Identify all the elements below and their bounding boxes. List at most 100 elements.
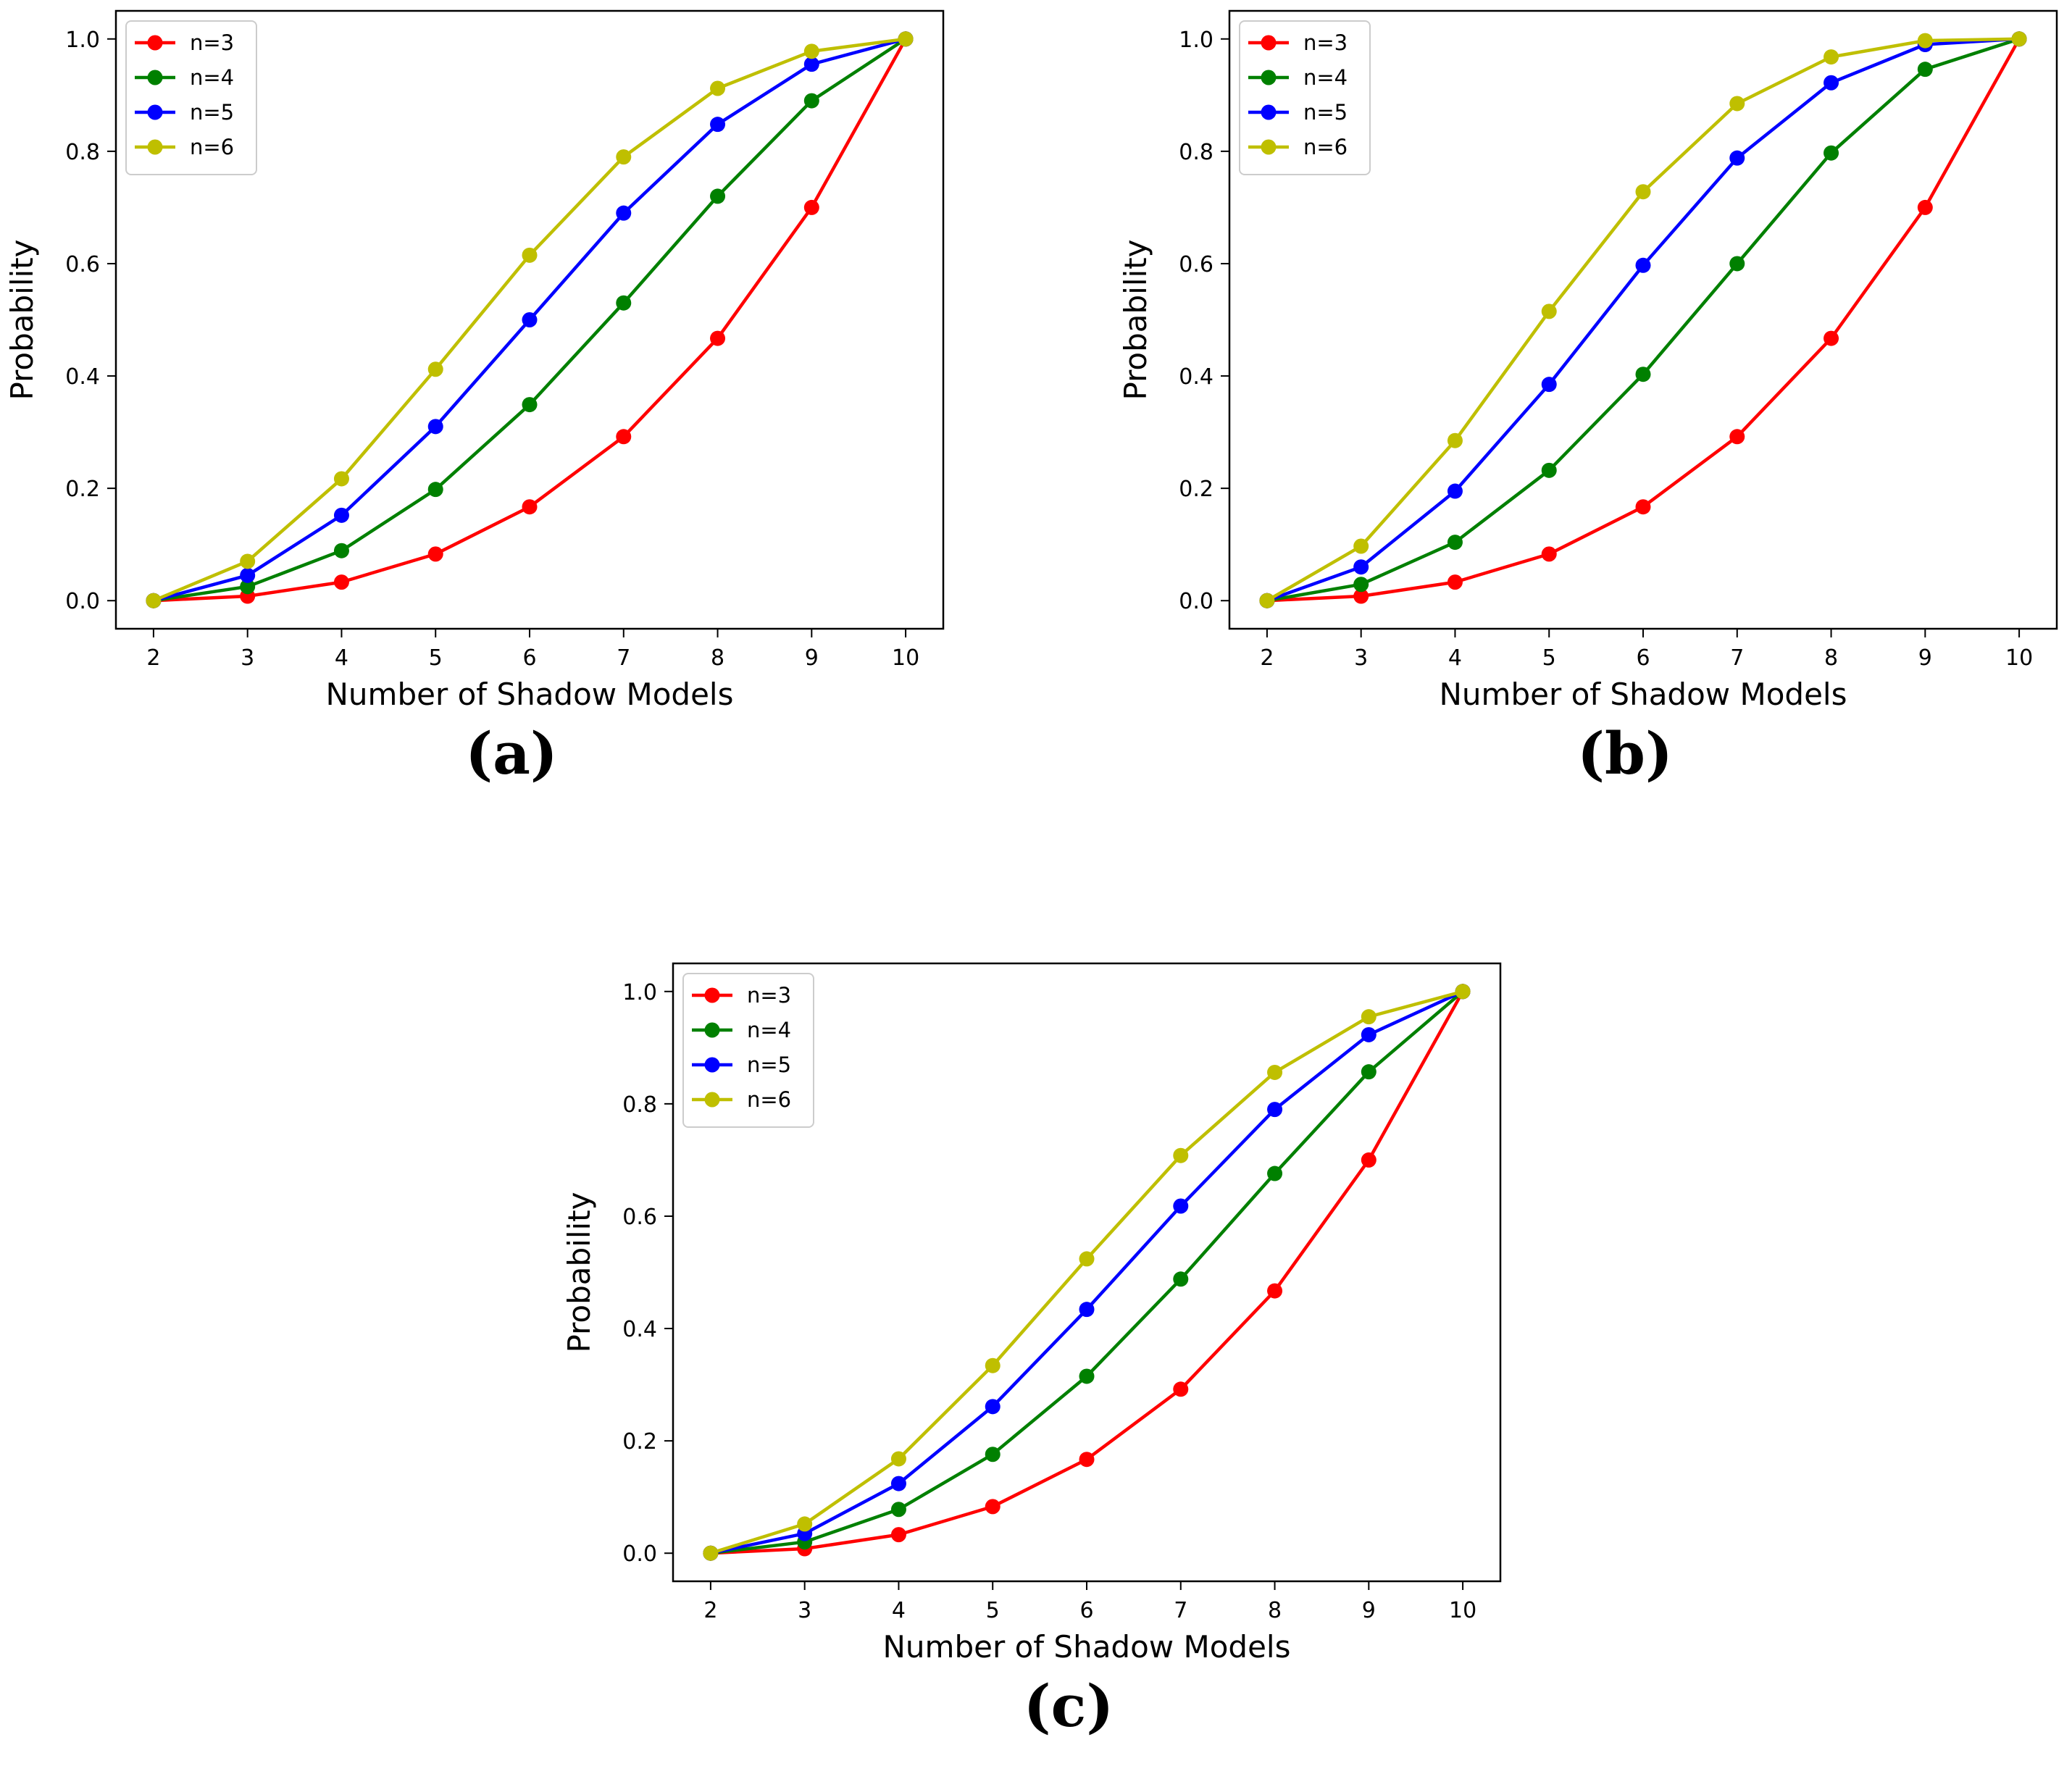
data-point-n3 (803, 199, 819, 215)
x-tick-label: 5 (429, 645, 443, 671)
y-tick-label: 0.2 (65, 477, 100, 502)
data-point-n5 (1824, 75, 1839, 91)
data-point-n6 (333, 471, 349, 487)
data-point-n4 (1917, 62, 1933, 78)
x-tick-label: 9 (1362, 1598, 1376, 1623)
legend-marker-n4 (704, 1022, 720, 1038)
y-axis-label: Probability (4, 239, 40, 400)
data-point-n5 (1079, 1302, 1095, 1318)
y-axis-label: Probability (1118, 239, 1153, 400)
data-point-n3 (1729, 429, 1745, 445)
data-point-n6 (1541, 304, 1557, 319)
legend-marker-n5 (147, 104, 163, 120)
data-point-n4 (985, 1447, 1001, 1462)
data-point-n4 (1541, 462, 1557, 478)
data-point-n6 (703, 1545, 719, 1561)
x-tick-label: 8 (711, 645, 724, 671)
series-line-n6 (710, 989, 1463, 1555)
x-tick-label: 8 (1268, 1598, 1282, 1623)
data-point-n3 (522, 499, 538, 515)
data-point-n3 (1541, 546, 1557, 562)
data-point-n6 (710, 80, 726, 96)
legend-box (682, 973, 814, 1128)
legend-label-n5: n=5 (747, 1053, 791, 1077)
x-tick-label: 4 (1448, 645, 1462, 671)
y-tick-label: 0.4 (65, 364, 100, 390)
x-tick-label: 7 (1174, 1598, 1187, 1623)
series-line-n3 (1266, 38, 2021, 603)
data-point-n4 (1079, 1368, 1095, 1384)
data-point-n6 (890, 1451, 906, 1467)
axes-frame (672, 962, 1502, 1583)
data-point-n5 (522, 312, 538, 327)
axes-frame (114, 9, 945, 630)
series-line-n4 (710, 990, 1464, 1555)
y-tick-label: 0.2 (1179, 477, 1213, 502)
x-tick-label: 7 (617, 645, 630, 671)
x-tick-label: 4 (892, 1598, 906, 1623)
chart-panel-2: 2 3 4 5 6 7 8 9 10 0.0 0.2 0.4 0.6 0.8 1.0 n=3 n=4 n=5 n=6… (1118, 9, 2058, 787)
y-tick-label: 0.8 (1179, 140, 1213, 165)
data-point-n6 (146, 593, 162, 608)
data-point-n5 (1447, 483, 1463, 499)
legend-box (1239, 20, 1371, 175)
x-tick-label: 8 (1824, 645, 1838, 671)
data-point-n4 (1635, 367, 1651, 382)
data-point-n4 (1267, 1166, 1283, 1181)
legend-box (125, 20, 257, 175)
data-point-n4 (710, 188, 726, 204)
x-tick-label: 6 (1079, 1598, 1093, 1623)
x-tick-label: 3 (798, 1598, 811, 1623)
legend: n=3 n=4 n=5 n=6 (682, 973, 814, 1128)
legend: n=3 n=4 n=5 n=6 (125, 20, 257, 175)
data-point-n6 (797, 1516, 813, 1532)
data-point-n3 (1447, 574, 1463, 590)
legend-marker-n3 (147, 35, 163, 51)
series-line-n5 (710, 989, 1464, 1555)
panel-caption: (a) (465, 719, 558, 787)
y-tick-label: 0.4 (1179, 364, 1213, 390)
x-tick-label: 10 (892, 645, 919, 671)
x-tick-label: 5 (1542, 645, 1556, 671)
data-point-n6 (616, 149, 632, 165)
x-axis-label: Number of Shadow Models (883, 1629, 1291, 1665)
panel-caption: (c) (1024, 1672, 1114, 1740)
legend-label-n3: n=3 (747, 983, 791, 1008)
y-tick-label: 0.6 (1179, 252, 1213, 277)
data-point-n6 (1079, 1251, 1095, 1267)
legend-marker-n5 (704, 1057, 720, 1073)
legend-marker-n3 (704, 987, 720, 1003)
legend-marker-n3 (1261, 35, 1277, 51)
data-point-n3 (1917, 199, 1933, 215)
data-point-n4 (1353, 577, 1369, 593)
data-point-n4 (427, 482, 443, 498)
data-point-n6 (1824, 49, 1839, 65)
data-point-n4 (1729, 256, 1745, 272)
data-point-n3 (1173, 1381, 1189, 1397)
axes-frame (1228, 9, 2058, 630)
x-tick-label: 2 (703, 1598, 717, 1623)
data-point-n5 (427, 419, 443, 435)
data-point-n6 (985, 1357, 1001, 1373)
data-point-n6 (240, 553, 256, 569)
data-point-n6 (1455, 984, 1471, 1000)
legend-marker-n6 (1261, 139, 1277, 155)
x-tick-label: 9 (805, 645, 819, 671)
legend: n=3 n=4 n=5 n=6 (1239, 20, 1371, 175)
legend-label-n6: n=6 (190, 135, 234, 159)
data-point-n5 (1729, 150, 1745, 166)
x-tick-label: 2 (1260, 645, 1274, 671)
data-point-n4 (616, 295, 632, 311)
chart-panel-1: 2 3 4 5 6 7 8 9 10 0.0 0.2 0.4 0.6 0.8 1.0 n=3 n=4 n=5 n=6… (4, 9, 945, 787)
data-point-n3 (710, 330, 726, 346)
data-point-n4 (522, 397, 538, 413)
x-tick-label: 6 (1636, 645, 1650, 671)
data-point-n6 (1267, 1064, 1283, 1080)
data-point-n3 (1353, 588, 1369, 604)
series-line-n6 (1266, 37, 2020, 603)
x-tick-label: 6 (522, 645, 536, 671)
data-point-n4 (890, 1502, 906, 1518)
series-line-n3 (710, 990, 1465, 1555)
data-point-n5 (985, 1399, 1001, 1415)
y-tick-label: 1.0 (65, 28, 100, 53)
